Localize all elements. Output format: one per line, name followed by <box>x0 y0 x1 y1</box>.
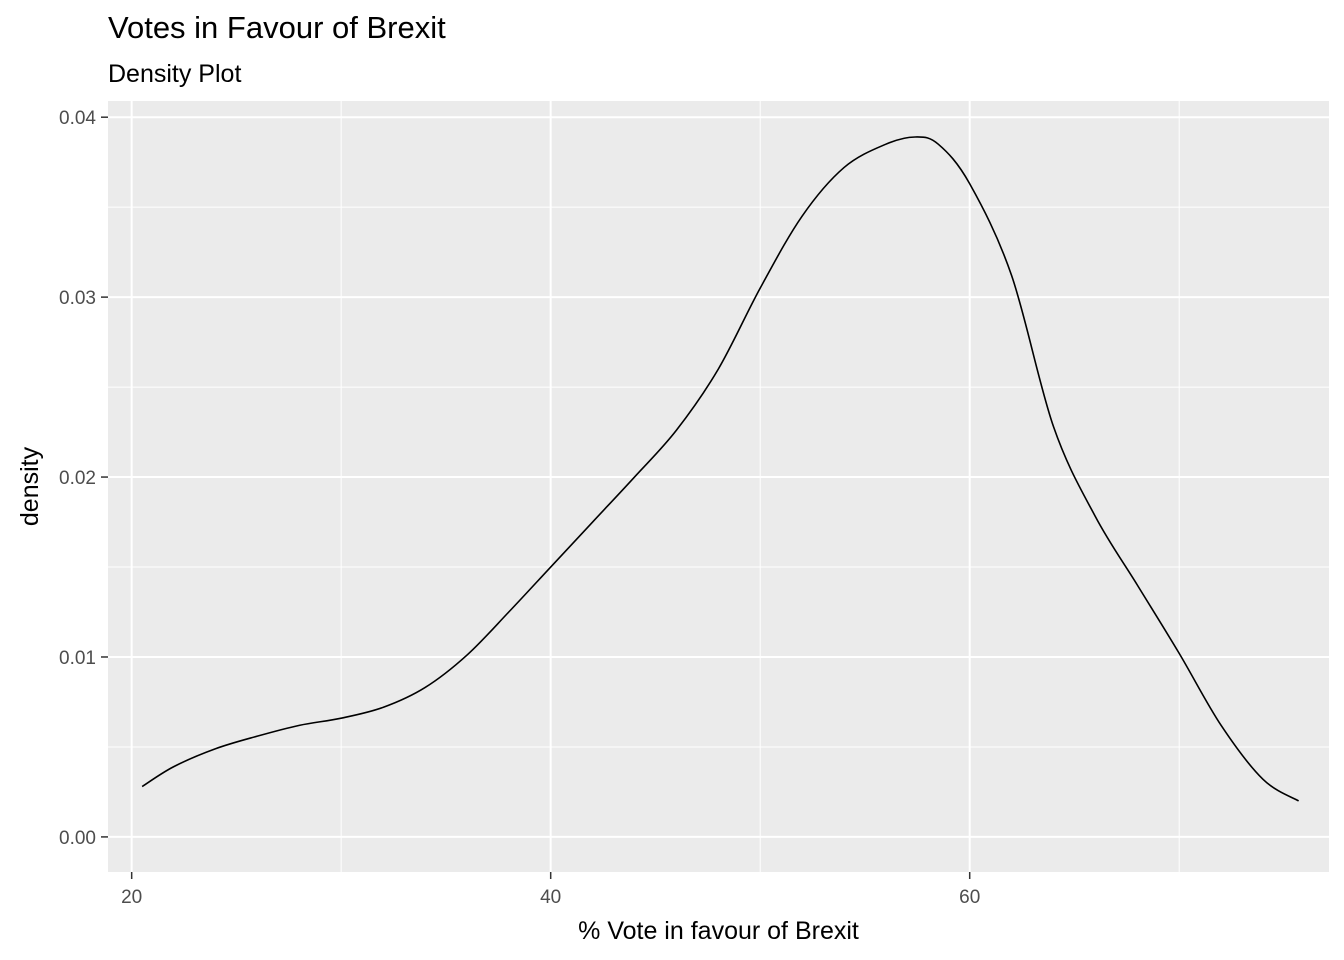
y-tick-label: 0.01 <box>59 648 96 669</box>
density-curve <box>141 136 1300 802</box>
x-axis-ticks: 20 40 60 <box>121 872 980 908</box>
major-gridlines <box>108 101 1329 872</box>
minor-gridlines <box>108 101 1329 872</box>
plot-panel <box>108 101 1329 872</box>
y-axis-title: density <box>16 446 44 526</box>
y-tick-label: 0.04 <box>59 108 96 129</box>
chart-title: Votes in Favour of Brexit <box>108 10 446 45</box>
chart-subtitle: Density Plot <box>108 60 242 88</box>
y-tick-label: 0.02 <box>59 468 96 489</box>
x-axis-title: % Vote in favour of Brexit <box>578 917 859 945</box>
y-tick-label: 0.03 <box>59 288 96 309</box>
x-tick-label: 20 <box>121 887 142 908</box>
y-axis-ticks: 0.00 0.01 0.02 0.03 0.04 <box>59 108 108 849</box>
y-tick-label: 0.00 <box>59 828 96 849</box>
x-tick-label: 60 <box>959 887 980 908</box>
x-tick-label: 40 <box>540 887 561 908</box>
